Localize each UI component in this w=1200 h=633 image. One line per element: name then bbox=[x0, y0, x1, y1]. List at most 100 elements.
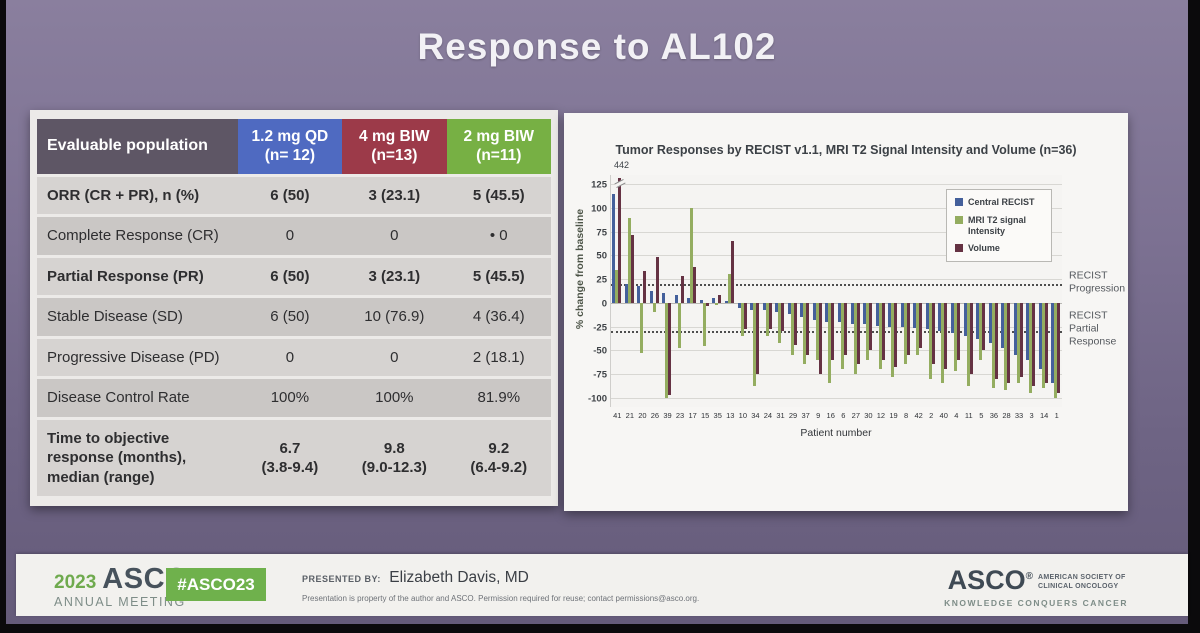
gridline: -50 bbox=[593, 346, 1062, 357]
y-tick-label: 125 bbox=[591, 179, 607, 191]
bar-series-1 bbox=[778, 302, 782, 343]
bar-series-0 bbox=[787, 302, 791, 315]
cell-value: 100% bbox=[342, 379, 447, 417]
x-tick-label: 33 bbox=[1014, 411, 1024, 420]
gridline: 125 bbox=[591, 180, 1062, 191]
bar-series-0 bbox=[976, 302, 980, 339]
chart-legend: Central RECIST MRI T2 signal Intensity V… bbox=[946, 189, 1052, 263]
x-tick-label: 13 bbox=[726, 411, 735, 420]
y-tick-label: -100 bbox=[587, 393, 607, 405]
bar-series-1 bbox=[690, 208, 694, 303]
bar-series-0 bbox=[1051, 302, 1055, 384]
slide-title: Response to AL102 bbox=[417, 26, 777, 67]
bar-series-1 bbox=[677, 302, 681, 349]
bar-series-1 bbox=[916, 302, 920, 355]
gridline: 75 bbox=[596, 227, 1062, 238]
bar-series-2 bbox=[731, 241, 734, 303]
bar-series-1 bbox=[891, 302, 895, 377]
bar-series-2 bbox=[919, 302, 923, 349]
legend-label: Central RECIST bbox=[968, 197, 1035, 207]
x-tick-label: 5 bbox=[979, 411, 984, 420]
bar-series-2 bbox=[982, 302, 986, 351]
bar-group-patient-15: 15 bbox=[699, 175, 712, 420]
bar-series-0 bbox=[612, 193, 615, 303]
x-tick-label: 19 bbox=[889, 411, 898, 420]
row-label: Partial Response (PR) bbox=[37, 257, 238, 296]
bar-series-1 bbox=[728, 274, 731, 303]
bar-group-patient-2: 2 bbox=[925, 175, 938, 420]
bar-series-0 bbox=[725, 300, 728, 303]
bar-series-1 bbox=[702, 302, 706, 347]
x-tick-label: 8 bbox=[903, 411, 909, 420]
bar-group-patient-35: 35 bbox=[711, 175, 724, 420]
reference-line bbox=[611, 331, 1062, 334]
bar-series-0 bbox=[875, 302, 879, 326]
cell-value: 5 (45.5) bbox=[446, 257, 551, 296]
bar-series-2 bbox=[693, 266, 697, 303]
bar-series-0 bbox=[712, 298, 716, 303]
gridline: 50 bbox=[596, 251, 1062, 262]
bar-group-patient-30: 30 bbox=[862, 175, 875, 420]
bar-series-1 bbox=[640, 302, 644, 354]
legend-item-volume: Volume bbox=[955, 243, 1043, 254]
x-tick-label: 1 bbox=[1054, 411, 1059, 420]
bar-series-2 bbox=[994, 302, 998, 379]
x-tick-label: 6 bbox=[841, 411, 846, 420]
bar-group-patient-21: 21 bbox=[624, 175, 637, 420]
bar-group-patient-23: 23 bbox=[674, 175, 687, 420]
bar-group-patient-11: 11 bbox=[963, 175, 976, 420]
x-tick-label: 3 bbox=[1029, 411, 1034, 420]
cell-value: 10 (76.9) bbox=[342, 298, 447, 336]
cell-value: 0 bbox=[237, 338, 343, 377]
bar-series-0 bbox=[812, 302, 816, 320]
cell-value: 100% bbox=[237, 379, 343, 417]
y-tick-label: 0 bbox=[601, 298, 607, 310]
cell-value: 6 (50) bbox=[237, 298, 343, 336]
gridline: 100 bbox=[591, 204, 1062, 215]
bar-group-patient-20: 20 bbox=[636, 175, 649, 420]
bar-series-0 bbox=[687, 298, 691, 303]
bar-series-0 bbox=[762, 302, 766, 311]
bar-series-1 bbox=[790, 302, 794, 355]
bar-series-0 bbox=[900, 302, 904, 328]
x-tick-label: 37 bbox=[801, 411, 810, 420]
bar-series-0 bbox=[888, 302, 892, 327]
cell-value: 5 (45.5) bbox=[446, 176, 551, 215]
society-tagline: KNOWLEDGE CONQUERS CANCER bbox=[944, 598, 1128, 608]
y-tick-label: -50 bbox=[593, 345, 607, 357]
bar-series-0 bbox=[737, 302, 741, 308]
presented-by-label: PRESENTED BY: bbox=[302, 574, 381, 584]
row-label: ORR (CR + PR), n (%) bbox=[37, 176, 238, 215]
response-table-card: Evaluable population 1.2 mg QD (n= 12) 4… bbox=[30, 110, 558, 506]
bar-series-2 bbox=[894, 302, 898, 368]
bar-series-1 bbox=[665, 302, 669, 398]
cell-value: 3 (23.1) bbox=[342, 176, 447, 215]
bar-series-1 bbox=[1004, 302, 1008, 390]
bar-series-2 bbox=[718, 295, 722, 303]
bar-series-1 bbox=[853, 302, 857, 374]
bar-series-1 bbox=[815, 302, 819, 360]
bar-series-0 bbox=[913, 302, 917, 329]
bar-series-2 bbox=[831, 302, 835, 360]
y-tick-label: 50 bbox=[596, 250, 607, 262]
bar-series-1 bbox=[954, 302, 957, 371]
bar-series-1 bbox=[753, 302, 757, 387]
x-tick-label: 17 bbox=[688, 411, 697, 420]
y-axis-label: % change from baseline bbox=[574, 208, 586, 330]
bar-group-patient-37: 37 bbox=[799, 175, 812, 420]
table-header-row: Evaluable population 1.2 mg QD (n= 12) 4… bbox=[37, 119, 551, 174]
bar-series-2 bbox=[1057, 302, 1061, 393]
column-header-dose-1: 1.2 mg QD (n= 12) bbox=[237, 119, 343, 174]
bar-series-1 bbox=[866, 302, 870, 360]
disclaimer-text: Presentation is property of the author a… bbox=[302, 594, 700, 603]
row-label: Complete Response (CR) bbox=[37, 217, 238, 255]
table-row: Complete Response (CR) 0 0 • 0 bbox=[37, 217, 551, 255]
bar-series-1 bbox=[652, 302, 656, 313]
bar-series-2 bbox=[969, 302, 973, 374]
bar-series-2 bbox=[768, 302, 772, 330]
legend-swatch-maroon bbox=[955, 244, 963, 253]
bar-series-1 bbox=[1054, 302, 1058, 398]
x-axis-label: Patient number bbox=[800, 427, 872, 439]
society-subtext: AMERICAN SOCIETY OF CLINICAL ONCOLOGY bbox=[1038, 574, 1126, 591]
bar-series-2 bbox=[756, 302, 760, 374]
